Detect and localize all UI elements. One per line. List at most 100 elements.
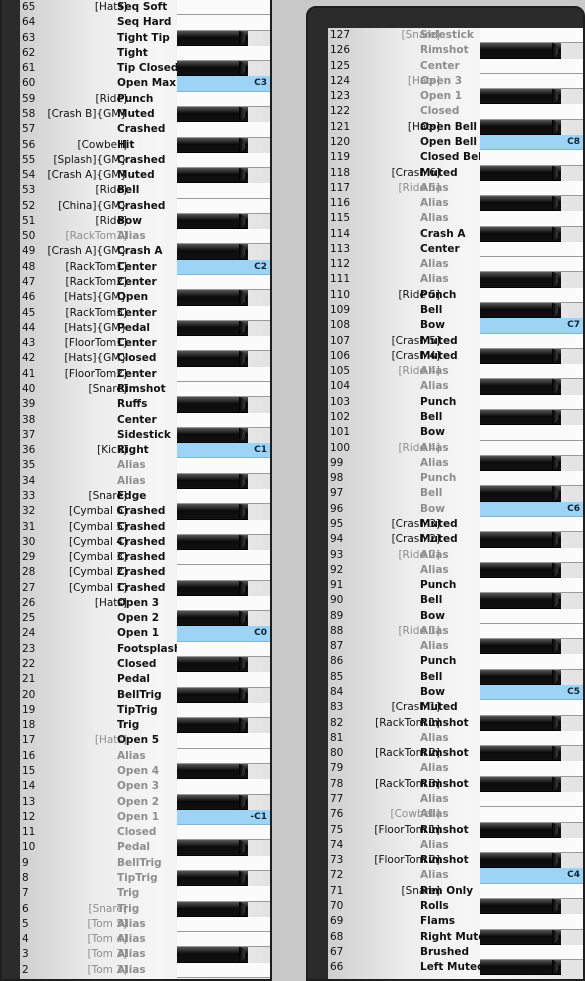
white-piano-key[interactable] — [177, 932, 270, 948]
keymap-row[interactable]: 101 Bow — [328, 425, 583, 441]
black-piano-key[interactable] — [177, 244, 248, 260]
keymap-row[interactable]: 120 Open Bell 1 C8 — [328, 134, 583, 151]
keymap-row[interactable]: 51 [Ride] Bow — [20, 213, 270, 230]
keymap-row[interactable]: 18 Trig — [20, 718, 270, 734]
keymap-row[interactable]: 25 Open 2 — [20, 611, 270, 627]
white-piano-key[interactable] — [177, 519, 270, 535]
white-piano-key[interactable] — [177, 15, 270, 31]
white-piano-key[interactable] — [177, 550, 270, 566]
keymap-row[interactable]: 113 Center — [328, 241, 583, 258]
keymap-row[interactable]: 48 [RackTom1] Center C2 — [20, 259, 270, 276]
white-piano-key[interactable] — [177, 641, 270, 658]
black-piano-key[interactable] — [480, 486, 561, 502]
keymap-row[interactable]: 117 [Ride 5] Alias — [328, 180, 583, 197]
black-piano-key[interactable] — [480, 379, 561, 395]
white-piano-key[interactable] — [480, 623, 583, 640]
white-piano-key[interactable] — [177, 336, 270, 352]
selected-piano-key[interactable]: C1 — [177, 443, 270, 459]
keymap-row[interactable]: 70 Rolls — [328, 898, 583, 915]
white-piano-key[interactable] — [480, 578, 583, 594]
white-piano-key[interactable] — [177, 229, 270, 245]
black-piano-key[interactable] — [480, 669, 561, 686]
keymap-row[interactable]: 88 [Ride 1] Alias — [328, 623, 583, 640]
keymap-row[interactable]: 33 [Snare] Edge — [20, 488, 270, 505]
keymap-row[interactable]: 67 Brushed — [328, 944, 583, 961]
white-piano-key[interactable] — [480, 180, 583, 197]
keymap-row[interactable]: 13 Open 2 — [20, 794, 270, 810]
black-piano-key[interactable] — [177, 611, 248, 627]
white-piano-key[interactable] — [177, 488, 270, 505]
black-piano-key[interactable] — [177, 840, 248, 856]
keymap-row[interactable]: 20 BellTrig — [20, 687, 270, 703]
keymap-row[interactable]: 123 Open 1 — [328, 89, 583, 105]
black-piano-key[interactable] — [177, 351, 248, 367]
white-piano-key[interactable] — [177, 382, 270, 398]
white-piano-key[interactable] — [480, 761, 583, 777]
white-piano-key[interactable] — [177, 412, 270, 428]
black-piano-key[interactable] — [177, 30, 248, 46]
keymap-row[interactable]: 93 [Ride 2] Alias — [328, 547, 583, 563]
black-piano-key[interactable] — [480, 639, 561, 655]
keymap-row[interactable]: 80 [RackTom 2] Rimshot — [328, 746, 583, 762]
keymap-row[interactable]: 14 Open 3 — [20, 779, 270, 795]
keymap-row[interactable]: 95 [Crash 3] Muted — [328, 516, 583, 533]
black-piano-key[interactable] — [177, 427, 248, 444]
keymap-row[interactable]: 27 [Cymbal 1] Crashed — [20, 580, 270, 596]
keymap-row[interactable]: 32 [Cymbal 6] Crashed — [20, 504, 270, 520]
keymap-row[interactable]: 108 Bow C7 — [328, 318, 583, 334]
black-piano-key[interactable] — [177, 794, 248, 810]
black-piano-key[interactable] — [177, 290, 248, 306]
keymap-row[interactable]: 46 [Hats]{GM} Open — [20, 290, 270, 306]
black-piano-key[interactable] — [480, 822, 561, 838]
keymap-row[interactable]: 52 [China]{GM} Crashed — [20, 198, 270, 214]
white-piano-key[interactable] — [177, 595, 270, 612]
keymap-row[interactable]: 68 Right Muted — [328, 929, 583, 945]
keymap-row[interactable]: 44 [Hats]{GM} Pedal — [20, 320, 270, 337]
keymap-row[interactable]: 91 Punch — [328, 578, 583, 594]
white-piano-key[interactable] — [480, 883, 583, 899]
black-piano-key[interactable] — [177, 320, 248, 337]
keymap-row[interactable]: 29 [Cymbal 3] Crashed — [20, 550, 270, 566]
white-piano-key[interactable] — [177, 702, 270, 719]
keymap-row[interactable]: 35 Alias — [20, 458, 270, 474]
white-piano-key[interactable] — [480, 730, 583, 747]
black-piano-key[interactable] — [480, 119, 561, 135]
white-piano-key[interactable] — [177, 886, 270, 902]
white-piano-key[interactable] — [177, 458, 270, 474]
black-piano-key[interactable] — [177, 61, 248, 77]
keymap-row[interactable]: 45 [RackTom3] Center — [20, 305, 270, 321]
selected-piano-key[interactable]: C8 — [480, 134, 583, 151]
white-piano-key[interactable] — [177, 366, 270, 383]
black-piano-key[interactable] — [177, 504, 248, 520]
keymap-row[interactable]: 40 [Snare] Rimshot — [20, 382, 270, 398]
keymap-row[interactable]: 65 [Hats] Seq Soft — [20, 0, 270, 16]
keymap-row[interactable]: 42 [Hats]{GM} Closed — [20, 351, 270, 367]
black-piano-key[interactable] — [177, 947, 248, 963]
keymap-row[interactable]: 109 Bell — [328, 303, 583, 319]
keymap-row[interactable]: 30 [Cymbal 4] Crashed — [20, 534, 270, 551]
white-piano-key[interactable] — [177, 672, 270, 688]
black-piano-key[interactable] — [480, 272, 561, 288]
black-piano-key[interactable] — [177, 106, 248, 123]
black-piano-key[interactable] — [177, 534, 248, 551]
keymap-row[interactable]: 104 Alias — [328, 379, 583, 395]
keymap-row[interactable]: 66 Left Muted — [328, 960, 583, 976]
selected-piano-key[interactable]: C3 — [177, 76, 270, 92]
keymap-row[interactable]: 2 [Tom 2] Alias — [20, 962, 270, 978]
keymap-row[interactable]: 61 Tip Closed — [20, 61, 270, 77]
keymap-row[interactable]: 118 [Crash 6] Muted — [328, 165, 583, 181]
keymap-row[interactable]: 98 Punch — [328, 471, 583, 487]
keymap-row[interactable]: 107 [Crash 5] Muted — [328, 333, 583, 349]
black-piano-key[interactable] — [177, 213, 248, 230]
keymap-row[interactable]: 58 [Crash B]{GM} Muted — [20, 106, 270, 123]
white-piano-key[interactable] — [480, 58, 583, 74]
keymap-row[interactable]: 89 Bow — [328, 608, 583, 624]
white-piano-key[interactable] — [480, 440, 583, 456]
keymap-row[interactable]: 97 Bell — [328, 486, 583, 502]
keymap-row[interactable]: 49 [Crash A]{GM} Crash A — [20, 244, 270, 260]
keymap-row[interactable]: 56 [Cowbell] Hit — [20, 137, 270, 153]
keymap-row[interactable]: 126 Rimshot — [328, 43, 583, 59]
keymap-row[interactable]: 53 [Ride] Bell — [20, 183, 270, 199]
black-piano-key[interactable] — [480, 746, 561, 762]
keymap-row[interactable]: 115 Alias — [328, 211, 583, 227]
